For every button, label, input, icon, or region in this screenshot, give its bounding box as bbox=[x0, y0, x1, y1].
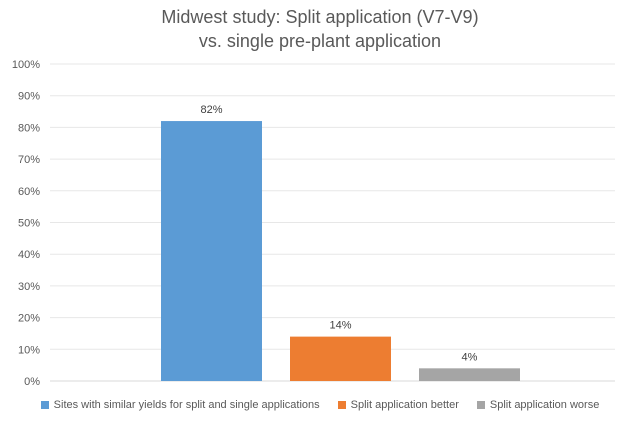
y-tick-label: 50% bbox=[18, 218, 40, 230]
bar-0 bbox=[161, 121, 262, 381]
chart-title-line-2: vs. single pre-plant application bbox=[198, 31, 442, 51]
y-tick-label: 60% bbox=[18, 186, 40, 198]
y-tick-label: 20% bbox=[18, 313, 40, 325]
legend-label-similar: Sites with similar yields for split and … bbox=[53, 399, 320, 411]
legend-label-worse: Split application worse bbox=[489, 399, 600, 411]
legend-item-better: Split application better bbox=[337, 399, 459, 411]
data-label-1: 14% bbox=[329, 320, 351, 332]
legend-label-better: Split application better bbox=[350, 399, 459, 411]
chart-title-line-1: Midwest study: Split application (V7-V9) bbox=[161, 7, 479, 27]
legend-item-similar: Sites with similar yields for split and … bbox=[40, 399, 320, 411]
y-tick-label: 80% bbox=[18, 122, 40, 134]
y-tick-label: 100% bbox=[12, 59, 40, 71]
y-tick-label: 40% bbox=[18, 249, 40, 261]
data-label-0: 82% bbox=[200, 104, 222, 116]
legend-swatch-similar bbox=[40, 401, 49, 409]
data-label-2: 4% bbox=[462, 351, 478, 363]
y-tick-label: 0% bbox=[24, 376, 40, 388]
bar-1 bbox=[290, 336, 391, 381]
y-tick-label: 70% bbox=[18, 154, 40, 166]
bar-2 bbox=[419, 368, 520, 381]
legend-item-worse: Split application worse bbox=[476, 399, 600, 411]
legend-swatch-better bbox=[337, 401, 346, 409]
legend-swatch-worse bbox=[476, 401, 485, 409]
y-tick-label: 10% bbox=[18, 344, 40, 356]
legend: Sites with similar yields for split and … bbox=[0, 399, 640, 411]
y-tick-label: 90% bbox=[18, 91, 40, 103]
y-tick-label: 30% bbox=[18, 281, 40, 293]
